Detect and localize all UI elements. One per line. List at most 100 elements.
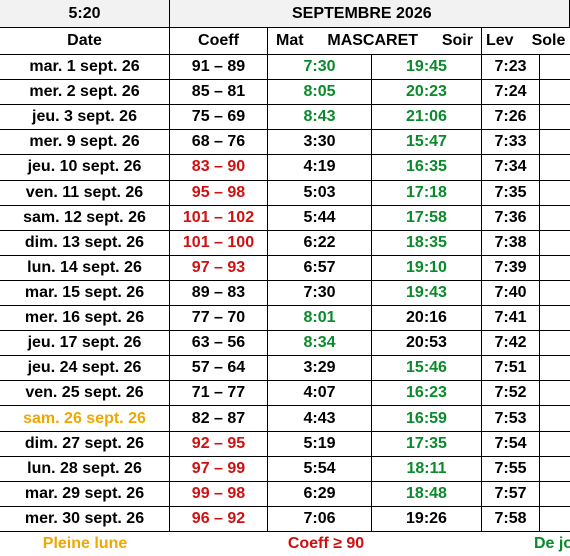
coeff-cell: 89 – 83 xyxy=(170,280,268,307)
coeff-cell: 71 – 77 xyxy=(170,381,268,407)
empty-cell xyxy=(540,306,570,332)
morning-time-cell: 7:30 xyxy=(268,55,372,81)
date-cell: jeu. 3 sept. 26 xyxy=(0,105,170,131)
date-cell: jeu. 17 sept. 26 xyxy=(0,331,170,357)
date-cell: sam. 26 sept. 26 xyxy=(0,406,170,432)
empty-cell xyxy=(540,381,570,407)
morning-time-cell: 6:57 xyxy=(268,255,372,281)
morning-time-cell: 7:30 xyxy=(268,280,372,307)
coeff-cell: 85 – 81 xyxy=(170,80,268,106)
morning-time-cell: 5:44 xyxy=(268,205,372,231)
sunrise-cell: 7:53 xyxy=(482,406,540,432)
empty-cell xyxy=(540,432,570,457)
coeff-cell: 63 – 56 xyxy=(170,331,268,357)
empty-cell xyxy=(540,181,570,206)
sunrise-cell: 7:58 xyxy=(482,506,540,532)
date-cell: mer. 30 sept. 26 xyxy=(0,506,170,532)
evening-time-cell: 16:35 xyxy=(372,155,482,181)
sunrise-cell: 7:41 xyxy=(482,306,540,332)
coeff-cell: 75 – 69 xyxy=(170,105,268,131)
sunrise-cell: 7:34 xyxy=(482,155,540,181)
date-cell: mar. 29 sept. 26 xyxy=(0,481,170,507)
morning-time-cell: 8:34 xyxy=(268,331,372,357)
coeff-cell: 83 – 90 xyxy=(170,155,268,181)
date-cell: mer. 9 sept. 26 xyxy=(0,130,170,156)
morning-time-cell: 8:43 xyxy=(268,105,372,131)
evening-time-cell: 18:35 xyxy=(372,230,482,256)
sunrise-cell: 7:57 xyxy=(482,481,540,507)
coeff-cell: 92 – 95 xyxy=(170,431,268,457)
morning-time-cell: 4:19 xyxy=(268,155,372,181)
coeff-cell: 91 – 89 xyxy=(170,55,268,81)
month-header: SEPTEMBRE 2026 xyxy=(170,0,570,28)
coeff-cell: 95 – 98 xyxy=(170,180,268,206)
coeff-cell: 101 – 102 xyxy=(170,205,268,231)
date-cell: mer. 16 sept. 26 xyxy=(0,306,170,332)
evening-time-cell: 19:43 xyxy=(372,280,482,307)
coeff-cell: 97 – 93 xyxy=(170,255,268,281)
sunrise-cell: 7:38 xyxy=(482,230,540,256)
sunrise-cell: 7:24 xyxy=(482,80,540,106)
sunrise-cell: 7:39 xyxy=(482,255,540,281)
evening-time-cell: 19:26 xyxy=(372,506,482,532)
morning-time-cell: 4:07 xyxy=(268,381,372,407)
empty-cell xyxy=(540,482,570,507)
morning-time-cell: 3:29 xyxy=(268,356,372,382)
coeff-cell: 57 – 64 xyxy=(170,356,268,382)
date-cell: mar. 1 sept. 26 xyxy=(0,55,170,81)
sunrise-cell: 7:54 xyxy=(482,431,540,457)
coeff-cell: 68 – 76 xyxy=(170,130,268,156)
morning-time-cell: 3:30 xyxy=(268,130,372,156)
col-header: Mat xyxy=(276,32,304,49)
morning-time-cell: 5:19 xyxy=(268,431,372,457)
sunrise-cell: 7:36 xyxy=(482,205,540,231)
evening-time-cell: 17:58 xyxy=(372,205,482,231)
date-cell: mar. 15 sept. 26 xyxy=(0,280,170,307)
evening-time-cell: 17:35 xyxy=(372,431,482,457)
date-cell: ven. 11 sept. 26 xyxy=(0,180,170,206)
sunrise-cell: 7:35 xyxy=(482,180,540,206)
evening-time-cell: 19:10 xyxy=(372,255,482,281)
date-cell: lun. 28 sept. 26 xyxy=(0,456,170,482)
evening-time-cell: 21:06 xyxy=(372,105,482,131)
empty-cell xyxy=(540,105,570,131)
evening-time-cell: 20:23 xyxy=(372,80,482,106)
evening-time-cell: 18:48 xyxy=(372,481,482,507)
sunrise-cell: 7:55 xyxy=(482,456,540,482)
legend-label: Coeff ≥ 90 xyxy=(287,535,365,552)
sunrise-cell: 7:26 xyxy=(482,105,540,131)
morning-time-cell: 6:29 xyxy=(268,481,372,507)
morning-time-cell: 6:22 xyxy=(268,230,372,256)
legend-label: Pleine lune xyxy=(42,535,128,552)
evening-time-cell: 18:11 xyxy=(372,456,482,482)
col-header: Soir xyxy=(441,32,473,49)
sunrise-cell: 7:51 xyxy=(482,356,540,382)
empty-cell xyxy=(540,406,570,432)
col-header: MASCARET xyxy=(327,32,419,49)
evening-time-cell: 19:45 xyxy=(372,55,482,81)
morning-time-cell: 5:54 xyxy=(268,456,372,482)
date-cell: jeu. 24 sept. 26 xyxy=(0,356,170,382)
date-cell: lun. 14 sept. 26 xyxy=(0,255,170,281)
date-cell: sam. 12 sept. 26 xyxy=(0,205,170,231)
evening-time-cell: 15:46 xyxy=(372,356,482,382)
empty-cell xyxy=(540,130,570,156)
empty-cell xyxy=(540,206,570,231)
evening-time-cell: 16:59 xyxy=(372,406,482,432)
evening-time-cell: 16:23 xyxy=(372,381,482,407)
empty-cell xyxy=(540,281,570,307)
empty-cell xyxy=(540,231,570,256)
date-cell: ven. 25 sept. 26 xyxy=(0,381,170,407)
coeff-cell: 96 – 92 xyxy=(170,506,268,532)
date-cell: dim. 13 sept. 26 xyxy=(0,230,170,256)
coeff-cell: 97 – 99 xyxy=(170,456,268,482)
col-header: Coeff xyxy=(170,28,268,55)
coeff-cell: 99 – 98 xyxy=(170,481,268,507)
evening-time-cell: 20:53 xyxy=(372,331,482,357)
date-cell: dim. 27 sept. 26 xyxy=(0,431,170,457)
col-header: Lev xyxy=(486,32,514,49)
sunrise-cell: 7:42 xyxy=(482,331,540,357)
sunrise-cell: 7:33 xyxy=(482,130,540,156)
coeff-cell: 77 – 70 xyxy=(170,306,268,332)
